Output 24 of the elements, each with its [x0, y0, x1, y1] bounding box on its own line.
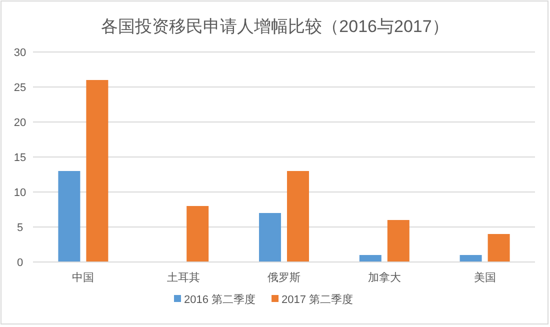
y-tick-label: 0 [16, 257, 24, 269]
y-tick-label: 5 [16, 222, 24, 234]
x-tick-label: 俄罗斯 [268, 271, 300, 284]
bar [359, 255, 382, 262]
legend-label: 2017 第二季度 [282, 293, 354, 306]
y-tick-label: 10 [14, 187, 26, 199]
chart-title: 各国投资移民申请人增幅比较（2016与2017） [101, 17, 449, 36]
x-tick-label: 中国 [72, 271, 94, 284]
bar [488, 234, 510, 262]
y-tick-label: 25 [14, 82, 26, 94]
y-tick-label: 30 [14, 47, 26, 59]
x-tick-label: 土耳其 [167, 271, 200, 284]
x-tick-label: 美国 [474, 271, 496, 284]
bar [287, 171, 309, 262]
legend-label: 2016 第二季度 [184, 293, 256, 306]
bar [58, 171, 80, 262]
y-tick-label: 20 [14, 117, 26, 129]
bar [387, 220, 410, 262]
bar [259, 213, 281, 262]
bar [460, 255, 482, 262]
bar [186, 206, 209, 262]
x-tick-label: 加拿大 [368, 271, 401, 284]
bar [86, 80, 108, 262]
y-tick-label: 15 [14, 152, 26, 164]
